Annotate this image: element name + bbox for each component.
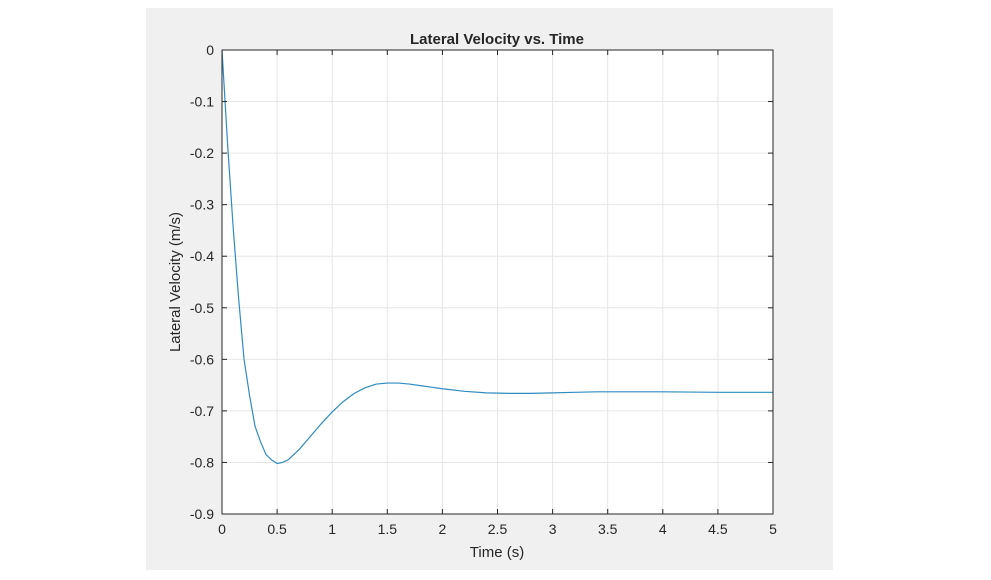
x-tick-label: 0: [218, 521, 226, 537]
x-tick-label: 3: [549, 521, 557, 537]
x-tick-label: 1: [328, 521, 336, 537]
y-tick-label: -0.3: [190, 197, 214, 213]
x-tick-label: 3.5: [598, 521, 618, 537]
y-tick-label: -0.1: [190, 94, 214, 110]
y-tick-labels: 0 -0.1 -0.2 -0.3 -0.4 -0.5 -0.6 -0.7 -0.8 -0.9: [190, 42, 214, 522]
y-tick-label: -0.7: [190, 403, 214, 419]
x-tick-label: 2: [439, 521, 447, 537]
x-axis-label: Time (s): [470, 544, 524, 561]
x-tick-label: 1.5: [378, 521, 398, 537]
series-line: [221, 49, 773, 465]
y-tick-label: -0.5: [190, 300, 214, 316]
x-tick-label: 5: [769, 521, 777, 537]
grid: [222, 50, 773, 514]
series-layer: [221, 49, 773, 465]
x-tick-label: 0.5: [267, 521, 287, 537]
y-tick-label: -0.6: [190, 351, 214, 367]
y-tick-label: -0.2: [190, 145, 214, 161]
x-tick-labels: 0 0.5 1 1.5 2 2.5 3 3.5 4 4.5 5: [218, 521, 777, 537]
x-tick-label: 2.5: [488, 521, 508, 537]
x-tick-label: 4: [659, 521, 667, 537]
y-tick-label: -0.4: [190, 248, 214, 264]
tick-marks: [221, 49, 774, 515]
y-tick-label: 0: [206, 42, 214, 58]
y-tick-label: -0.8: [190, 454, 214, 470]
y-axis-label: Lateral Velocity (m/s): [167, 212, 184, 352]
chart-title: Lateral Velocity vs. Time: [410, 31, 584, 48]
y-tick-label: -0.9: [190, 506, 214, 522]
x-tick-label: 4.5: [708, 521, 728, 537]
